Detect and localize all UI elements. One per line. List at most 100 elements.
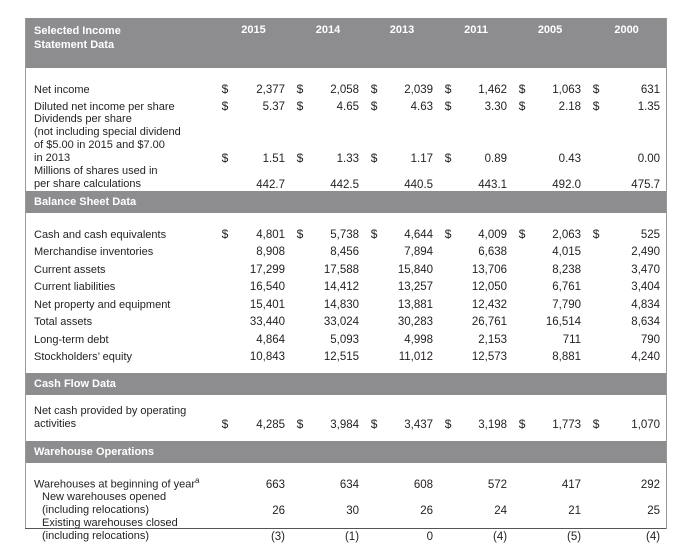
dollar-sign xyxy=(216,517,234,543)
value-cell: 5,738 xyxy=(330,228,360,241)
value-cell: 3.30 xyxy=(484,101,508,113)
value-cell: 4,998 xyxy=(404,333,434,346)
dollar-sign xyxy=(439,311,457,329)
value-cell: 12,515 xyxy=(323,351,360,363)
dollar-sign: $ xyxy=(592,417,600,431)
value-cell: 1,462 xyxy=(478,83,508,96)
dollar-sign xyxy=(587,473,605,491)
dollar-sign xyxy=(439,258,457,276)
dollar-sign xyxy=(587,293,605,311)
dollar-sign xyxy=(291,276,309,294)
value-cell: 26 xyxy=(420,504,434,517)
table-row: Total assets 33,440 33,024 30,283 26,761 16,5… xyxy=(26,311,666,329)
value-cell: 26,761 xyxy=(471,316,508,328)
row-label-line: Millions of shares used in xyxy=(34,165,158,177)
dollar-sign xyxy=(291,473,309,491)
row-label-line: (including relocations) xyxy=(42,529,149,542)
value-cell: 417 xyxy=(561,478,582,491)
value-cell: 2,039 xyxy=(404,83,434,96)
value-cell: 13,881 xyxy=(397,298,434,311)
row-label-text: Total assets xyxy=(34,316,93,328)
table-row: Millions of shares used in per share calc… xyxy=(26,165,666,191)
value-cell: 2.18 xyxy=(558,101,582,113)
financial-table-frame: Selected Income Statement Data 2015 2014 … xyxy=(25,18,667,543)
header-title: Selected Income Statement Data xyxy=(26,18,216,68)
table-row: Current assets 17,299 17,588 15,840 13,706 8,… xyxy=(26,258,666,276)
dollar-sign xyxy=(513,473,531,491)
dollar-sign xyxy=(365,276,383,294)
value-cell: (4) xyxy=(646,530,661,543)
dollar-sign xyxy=(216,328,234,346)
value-cell: 17,588 xyxy=(323,263,360,276)
row-label-line: Dividends per share xyxy=(34,113,132,125)
value-cell: 3,470 xyxy=(631,263,661,276)
row-label: Net cash provided by operating activities xyxy=(26,405,216,431)
value-cell: 3,984 xyxy=(330,419,360,431)
dollar-sign xyxy=(291,346,309,364)
value-cell: 0.00 xyxy=(637,153,661,165)
dollar-sign xyxy=(439,241,457,259)
dollar-sign: $ xyxy=(221,417,229,431)
dollar-sign: $ xyxy=(518,81,526,96)
value-cell: 443.1 xyxy=(478,179,508,191)
dollar-sign xyxy=(587,517,605,543)
row-label-text: Stockholders’ equity xyxy=(34,351,133,363)
value-cell: 292 xyxy=(640,478,661,491)
dollar-sign xyxy=(291,328,309,346)
dollar-sign: $ xyxy=(296,81,304,96)
row-label-line: (not including special dividend xyxy=(34,126,181,138)
dollar-sign: $ xyxy=(592,81,600,96)
dollar-sign xyxy=(365,346,383,364)
row-label: Total assets xyxy=(26,311,216,328)
value-cell: 525 xyxy=(640,228,661,241)
table-row: Merchandise inventories 8,908 8,456 7,894 6,… xyxy=(26,241,666,259)
value-cell: 2,377 xyxy=(256,83,286,96)
table-row: Existing warehouses closed (including rel… xyxy=(26,517,666,543)
value-cell: 440.5 xyxy=(404,179,434,191)
header-title-line1: Selected Income xyxy=(34,25,121,37)
dollar-sign xyxy=(216,293,234,311)
year-header: 2015 xyxy=(216,18,292,68)
value-cell: 4.65 xyxy=(336,101,360,113)
value-cell: 12,432 xyxy=(471,298,508,311)
value-cell: 1.51 xyxy=(262,153,286,165)
value-cell: 33,024 xyxy=(323,316,360,328)
dollar-sign xyxy=(439,328,457,346)
value-cell: 1,070 xyxy=(631,419,661,431)
dollar-sign xyxy=(216,165,234,191)
value-cell: 1,773 xyxy=(552,419,582,431)
row-label: New warehouses opened (including relocati… xyxy=(26,491,216,517)
row-label: Stockholders’ equity xyxy=(26,346,216,363)
value-cell: 17,299 xyxy=(249,263,286,276)
table-row: Dividends per share (not including specia… xyxy=(26,113,666,165)
year-header: 2014 xyxy=(291,18,366,68)
dollar-sign xyxy=(365,165,383,191)
value-cell: 33,440 xyxy=(249,316,286,328)
dollar-sign xyxy=(365,293,383,311)
row-label-text: Diluted net income per share xyxy=(34,101,175,113)
row-label: Current assets xyxy=(26,258,216,276)
row-label: Merchandise inventories xyxy=(26,241,216,258)
dollar-sign: $ xyxy=(221,99,229,113)
dollar-sign xyxy=(291,258,309,276)
dollar-sign xyxy=(513,491,531,517)
row-label-text: Net property and equipment xyxy=(34,298,171,311)
dollar-sign xyxy=(291,311,309,329)
table-row: Cash and cash equivalents $4,801 $5,738 $4,… xyxy=(26,223,666,241)
value-cell: 25 xyxy=(647,504,661,517)
value-cell: 3,198 xyxy=(478,419,508,431)
value-cell: 2,153 xyxy=(478,333,508,346)
row-label-line: Net cash provided by operating xyxy=(34,405,187,417)
dollar-sign xyxy=(365,311,383,329)
dollar-sign xyxy=(439,276,457,294)
dollar-sign: $ xyxy=(518,99,526,113)
value-cell: 4,009 xyxy=(478,228,508,241)
table-row: Stockholders’ equity 10,843 12,515 11,012 12… xyxy=(26,346,666,364)
dollar-sign xyxy=(365,491,383,517)
section-header-row: Balance Sheet Data xyxy=(26,191,667,213)
dollar-sign xyxy=(291,491,309,517)
dollar-sign xyxy=(439,293,457,311)
dollar-sign: $ xyxy=(370,99,378,113)
value-cell: 2,058 xyxy=(330,83,360,96)
value-cell: (3) xyxy=(270,530,286,543)
